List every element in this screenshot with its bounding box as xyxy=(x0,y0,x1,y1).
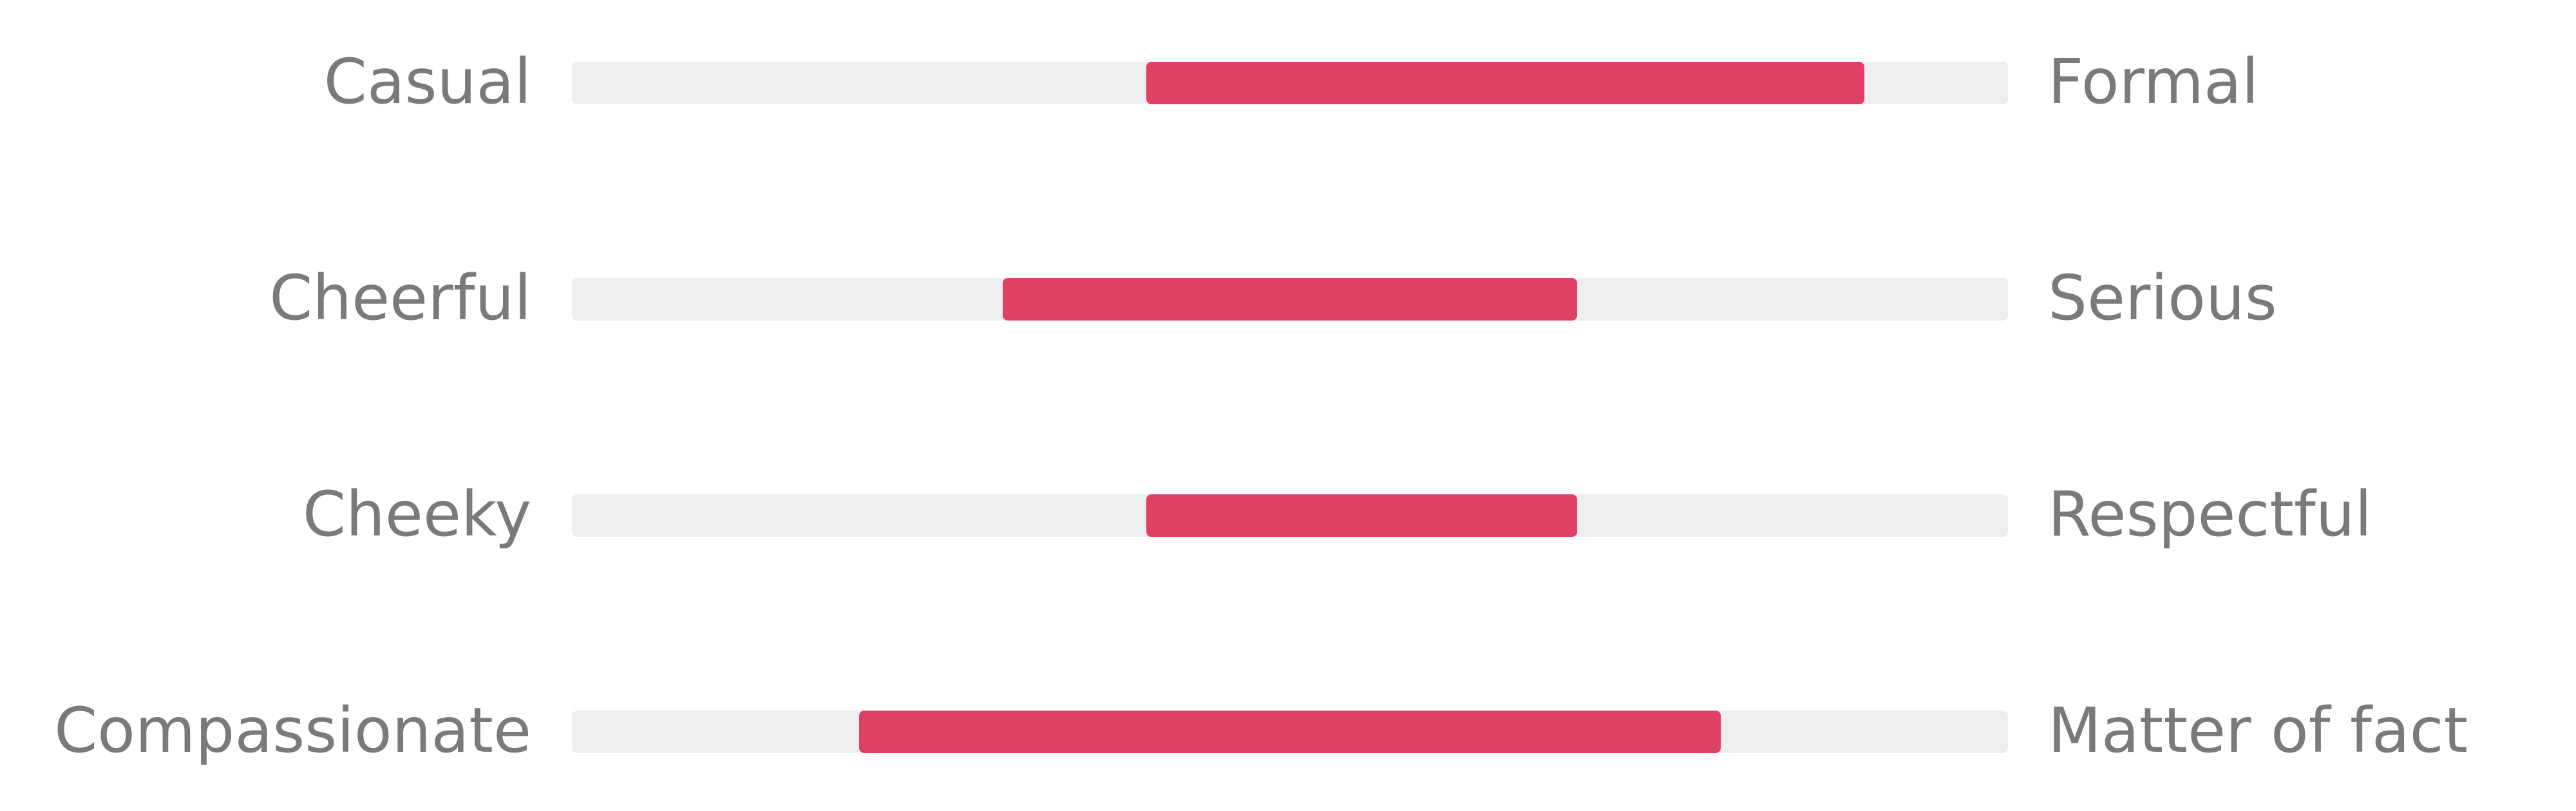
row-compassionate-matter-of-fact: Compassionate Matter of fact xyxy=(0,689,2576,772)
left-label: Compassionate xyxy=(54,689,531,772)
left-label: Casual xyxy=(324,40,531,124)
range-track xyxy=(572,494,2008,537)
row-casual-formal: Casual Formal xyxy=(0,40,2576,124)
range-bar xyxy=(1146,494,1577,537)
right-label: Respectful xyxy=(2048,472,2372,556)
range-track xyxy=(572,62,2008,104)
range-bar xyxy=(859,711,1721,753)
range-track xyxy=(572,711,2008,753)
left-label: Cheeky xyxy=(303,472,531,556)
row-cheeky-respectful: Cheeky Respectful xyxy=(0,472,2576,556)
range-bar xyxy=(1146,62,1864,104)
right-label: Matter of fact xyxy=(2048,689,2468,772)
range-bar xyxy=(1003,278,1577,321)
row-cheerful-serious: Cheerful Serious xyxy=(0,256,2576,340)
range-track xyxy=(572,278,2008,321)
right-label: Formal xyxy=(2048,40,2259,124)
right-label: Serious xyxy=(2048,256,2277,340)
left-label: Cheerful xyxy=(269,256,531,340)
